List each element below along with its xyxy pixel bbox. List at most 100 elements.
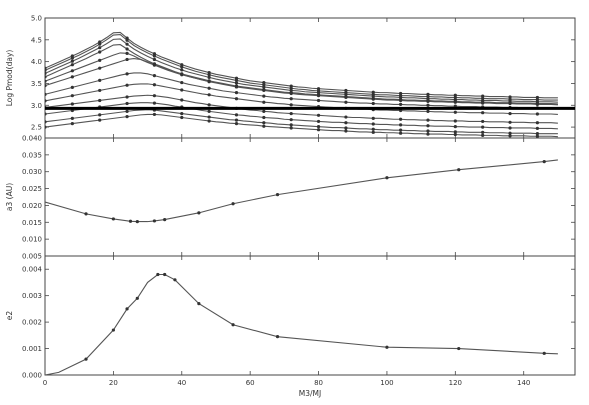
data-point [70,102,74,106]
data-point [45,92,47,96]
data-point [289,103,293,107]
data-point [371,116,375,120]
data-point [399,102,403,106]
x-tick-label: 60 [246,379,255,387]
data-point [234,78,239,82]
data-point [152,101,157,105]
data-point [289,123,293,127]
data-point [457,346,461,351]
y-tick-label: 0.015 [22,219,42,227]
data-point [262,100,266,104]
data-point [542,351,546,355]
data-point [344,95,348,100]
y-axis-label: e2 [5,311,14,321]
data-point [111,217,115,221]
y-tick-label: 0.004 [22,266,43,274]
series-line [45,159,558,223]
x-tick-label: 80 [314,379,323,387]
data-point [371,122,375,126]
data-point [152,94,157,98]
plot-area [45,31,558,138]
data-point [316,113,321,117]
data-point [152,112,157,117]
data-point [399,98,403,103]
data-point [426,103,430,107]
series-line [45,113,558,138]
y-tick-label: 0.002 [22,319,42,327]
y-tick-label: 0.003 [22,292,42,300]
data-point [481,119,485,124]
data-point [316,98,321,103]
y-tick-label: 0.025 [22,185,42,193]
data-point [135,220,139,224]
x-tick-label: 140 [517,379,530,387]
data-point [234,113,239,117]
data-point [399,131,403,135]
data-point [207,115,211,119]
data-point [180,88,184,92]
data-point [262,121,266,125]
series-line [45,31,558,99]
data-point [385,345,389,349]
data-point [426,99,430,103]
data-point [70,122,74,126]
data-point [125,109,129,113]
series-line [45,72,558,109]
y-tick-label: 0.035 [22,151,42,159]
y-tick-label: 0.001 [22,345,42,353]
data-point [399,128,403,132]
plot-frame [44,137,576,257]
y-tick-label: 0.000 [22,372,42,380]
data-point [125,47,129,51]
data-point [180,98,184,102]
data-point [173,278,177,282]
data-point [45,112,47,116]
data-point [535,134,539,138]
data-point [426,132,430,136]
data-point [125,38,129,42]
x-tick-label: 40 [177,379,186,387]
data-point [152,83,157,87]
data-point [231,202,235,206]
data-point [542,160,546,164]
data-point [234,118,239,122]
data-point [231,323,235,327]
data-point [508,134,512,138]
data-point [70,116,74,120]
y-tick-label: 0.005 [22,253,42,261]
data-point [399,123,403,127]
data-point [111,328,115,332]
data-point [45,68,47,72]
data-point [508,111,512,116]
series-line [45,109,558,135]
data-point [135,296,139,300]
series-line [45,58,558,106]
data-point [70,75,74,79]
data-point [481,130,485,134]
plot-area [45,159,558,224]
data-point [125,72,129,76]
y-tick-label: 0.010 [22,236,42,244]
data-point [371,127,375,131]
data-point [289,126,293,130]
data-point [453,110,457,114]
data-point [262,85,266,89]
data-point [152,63,157,67]
x-tick-label: 100 [380,379,393,387]
data-point [98,113,102,117]
data-point [453,125,457,129]
panel-a3: 0.005 0.010 0.015 0.020 0.025 0.030 0.035 0.040… [5,135,576,261]
data-point [371,101,375,106]
data-point [344,100,348,104]
data-point [508,131,512,135]
data-point [125,51,129,55]
series-line [45,38,558,103]
data-point [457,168,461,172]
data-point [98,78,102,82]
data-point [535,126,539,130]
data-point [426,129,430,133]
data-point [262,124,266,128]
data-point [180,80,184,85]
data-point [234,91,239,95]
series-line [45,273,558,375]
